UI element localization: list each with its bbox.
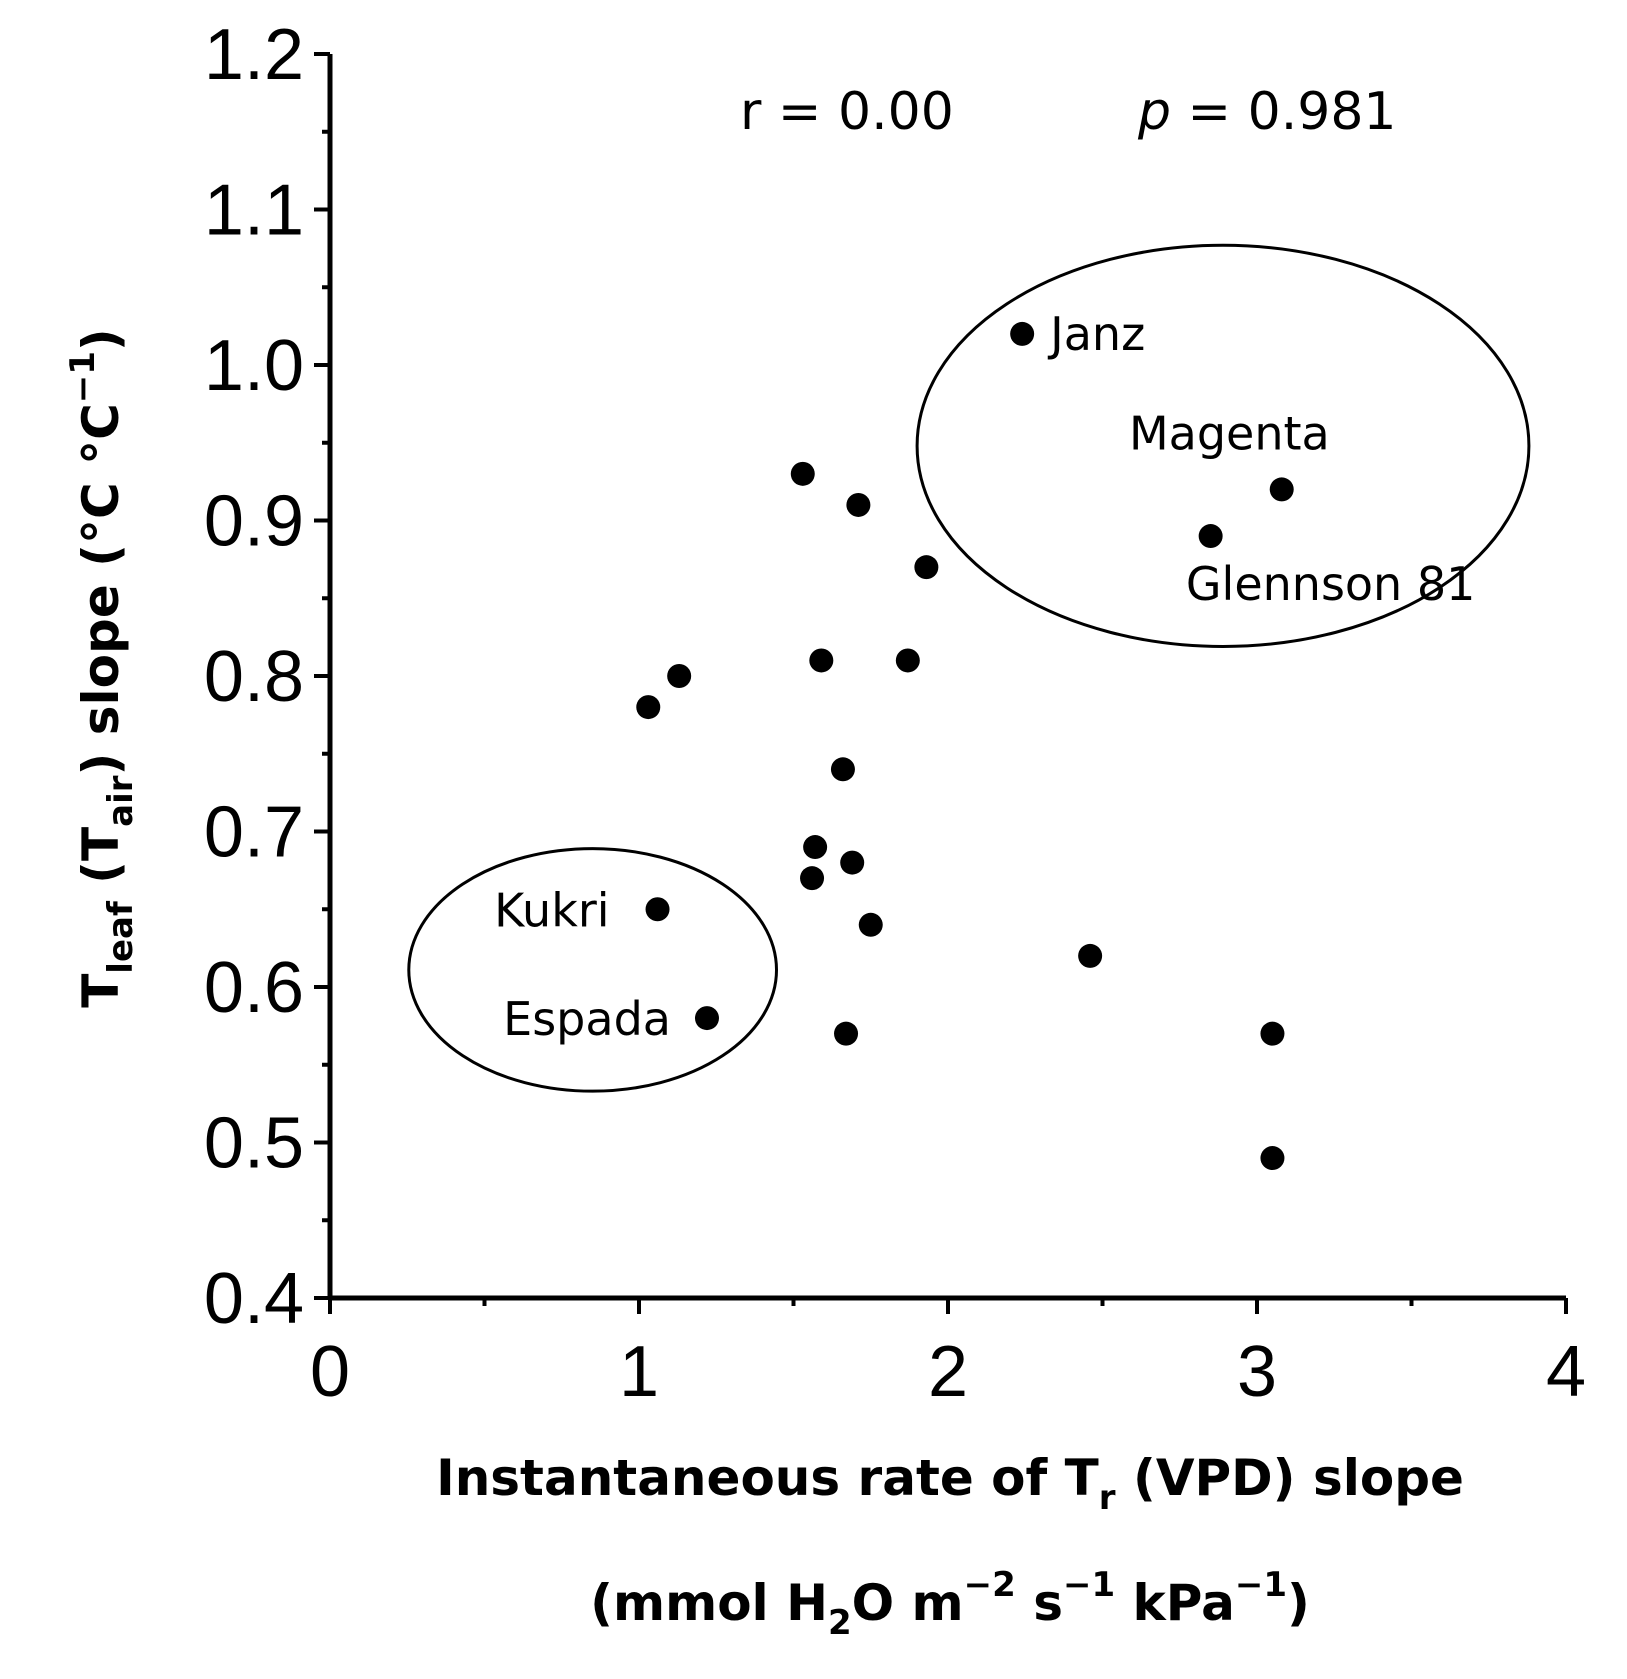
data-point <box>1260 1021 1285 1046</box>
data-point <box>1198 524 1223 549</box>
y-tick-label: 1.2 <box>204 15 304 95</box>
data-point <box>1269 477 1294 502</box>
point-label: Janz <box>1047 307 1145 361</box>
x-tick-label: 1 <box>619 1332 659 1412</box>
group-ellipse <box>407 847 779 1093</box>
data-point <box>645 897 670 922</box>
y-tick-label: 0.5 <box>204 1104 304 1184</box>
point-label: Glennson 81 <box>1186 557 1475 611</box>
group-ellipse <box>915 243 1531 648</box>
data-point <box>834 1021 859 1046</box>
x-axis-title-line1: Instantaneous rate of Tr (VPD) slope <box>436 1449 1464 1518</box>
data-point <box>858 912 883 937</box>
data-point <box>914 555 939 580</box>
y-tick-label: 0.9 <box>204 482 304 562</box>
plot-area: 0.4 0.5 0.6 0.7 0.8 0.9 1.0 1.1 1.2 0 1 2 3 4 Janz Mage… <box>204 15 1586 1412</box>
data-point <box>846 492 871 517</box>
r-annotation: r = 0.00 <box>740 82 954 142</box>
p-value: = 0.981 <box>1171 82 1397 142</box>
p-annotation: p = 0.981 <box>1137 82 1397 142</box>
x-tick-label: 0 <box>310 1332 350 1412</box>
data-point <box>830 757 855 782</box>
y-axis-title: Tleaf (Tair) slope (°C °C−1) <box>63 328 141 1008</box>
data-point <box>840 850 865 875</box>
x-axis-title-line2: (mmol H2O m−2 s−1 kPa−1) <box>590 1565 1310 1643</box>
data-point <box>1010 321 1035 346</box>
data-point <box>800 866 825 891</box>
data-point <box>803 835 828 860</box>
y-tick-label: 1.0 <box>204 326 304 406</box>
y-tick-label: 0.7 <box>204 793 304 873</box>
x-tick-label: 2 <box>928 1332 968 1412</box>
point-label: Magenta <box>1129 406 1330 460</box>
data-point <box>667 664 692 688</box>
x-tick-label: 3 <box>1237 1332 1277 1412</box>
data-point <box>1078 943 1103 968</box>
y-tick-label: 0.8 <box>204 637 304 717</box>
data-point <box>809 648 834 673</box>
x-tick-label: 4 <box>1546 1332 1586 1412</box>
data-point <box>895 648 920 673</box>
p-symbol: p <box>1137 82 1171 142</box>
data-point <box>636 695 661 720</box>
y-tick-label: 0.6 <box>204 948 304 1028</box>
y-tick-label: 1.1 <box>204 171 304 251</box>
data-point <box>694 1006 719 1031</box>
y-tick-label: 0.4 <box>204 1259 304 1339</box>
point-label: Kukri <box>494 883 609 937</box>
data-point <box>1260 1146 1285 1171</box>
data-point <box>790 461 815 486</box>
point-label: Espada <box>503 992 671 1046</box>
